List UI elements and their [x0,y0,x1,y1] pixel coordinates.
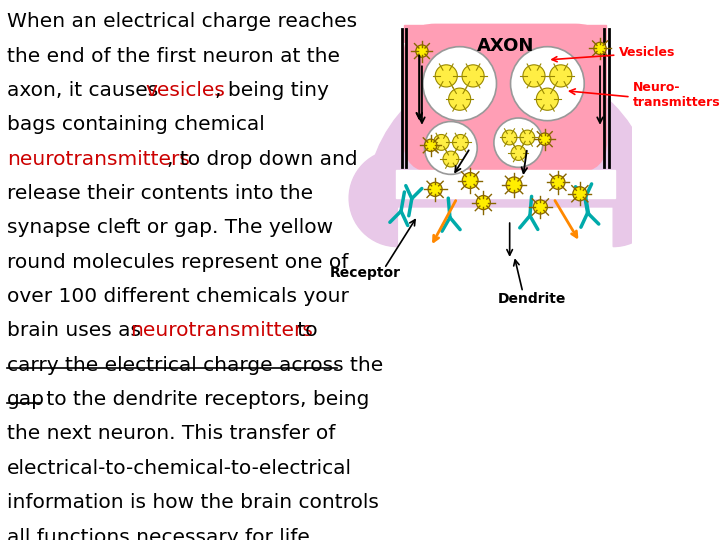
Circle shape [435,65,457,87]
Text: Dendrite: Dendrite [498,293,566,306]
Circle shape [494,118,543,167]
Circle shape [423,46,497,120]
Text: carry the electrical charge across the: carry the electrical charge across the [7,356,383,375]
Wedge shape [613,150,662,247]
Text: to the dendrite receptors, being: to the dendrite receptors, being [40,390,370,409]
Circle shape [511,146,526,160]
Circle shape [443,151,459,167]
Circle shape [520,130,535,145]
Text: brain uses as: brain uses as [7,321,148,340]
Text: information is how the brain controls: information is how the brain controls [7,493,379,512]
Text: , being tiny: , being tiny [215,81,329,100]
Wedge shape [349,150,397,247]
Text: round molecules represent one of: round molecules represent one of [7,253,348,272]
Circle shape [594,42,606,55]
Circle shape [502,130,517,145]
Text: to: to [291,321,318,340]
Text: neurotransmitters: neurotransmitters [7,150,190,168]
Circle shape [523,65,545,87]
Text: , to drop down and: , to drop down and [168,150,358,168]
Text: When an electrical charge reaches: When an electrical charge reaches [7,12,357,31]
Circle shape [573,187,587,201]
Circle shape [425,122,477,174]
Bar [395,170,615,198]
Text: Receptor: Receptor [330,266,400,280]
Text: electrical-to-chemical-to-electrical: electrical-to-chemical-to-electrical [7,459,352,478]
Bar [405,25,606,42]
Text: synapse cleft or gap. The yellow: synapse cleft or gap. The yellow [7,218,333,238]
Circle shape [462,65,484,87]
Circle shape [550,65,572,87]
FancyBboxPatch shape [405,25,606,172]
Circle shape [510,46,584,120]
Text: release their contents into the: release their contents into the [7,184,313,203]
Circle shape [506,177,522,193]
Circle shape [477,195,490,210]
Circle shape [539,133,551,145]
Text: AXON: AXON [477,37,534,55]
Text: axon, it causes: axon, it causes [7,81,165,100]
Wedge shape [366,62,655,207]
Text: gap: gap [7,390,45,409]
Text: vesicles: vesicles [145,81,225,100]
Text: all functions necessary for life.: all functions necessary for life. [7,528,316,540]
Circle shape [536,88,559,110]
Circle shape [462,173,478,188]
Circle shape [449,88,471,110]
Circle shape [425,139,437,152]
Text: neurotransmitters: neurotransmitters [130,321,313,340]
Circle shape [416,45,428,57]
Circle shape [534,200,547,214]
Text: the next neuron. This transfer of: the next neuron. This transfer of [7,424,336,443]
Text: bags containing chemical: bags containing chemical [7,116,265,134]
Text: Vesicles: Vesicles [552,46,675,62]
Text: over 100 different chemicals your: over 100 different chemicals your [7,287,349,306]
Circle shape [453,134,468,150]
Circle shape [551,176,565,190]
Text: the end of the first neuron at the: the end of the first neuron at the [7,46,340,66]
Circle shape [433,134,449,150]
Circle shape [428,183,442,197]
Text: Neuro-
transmitters: Neuro- transmitters [632,81,720,109]
